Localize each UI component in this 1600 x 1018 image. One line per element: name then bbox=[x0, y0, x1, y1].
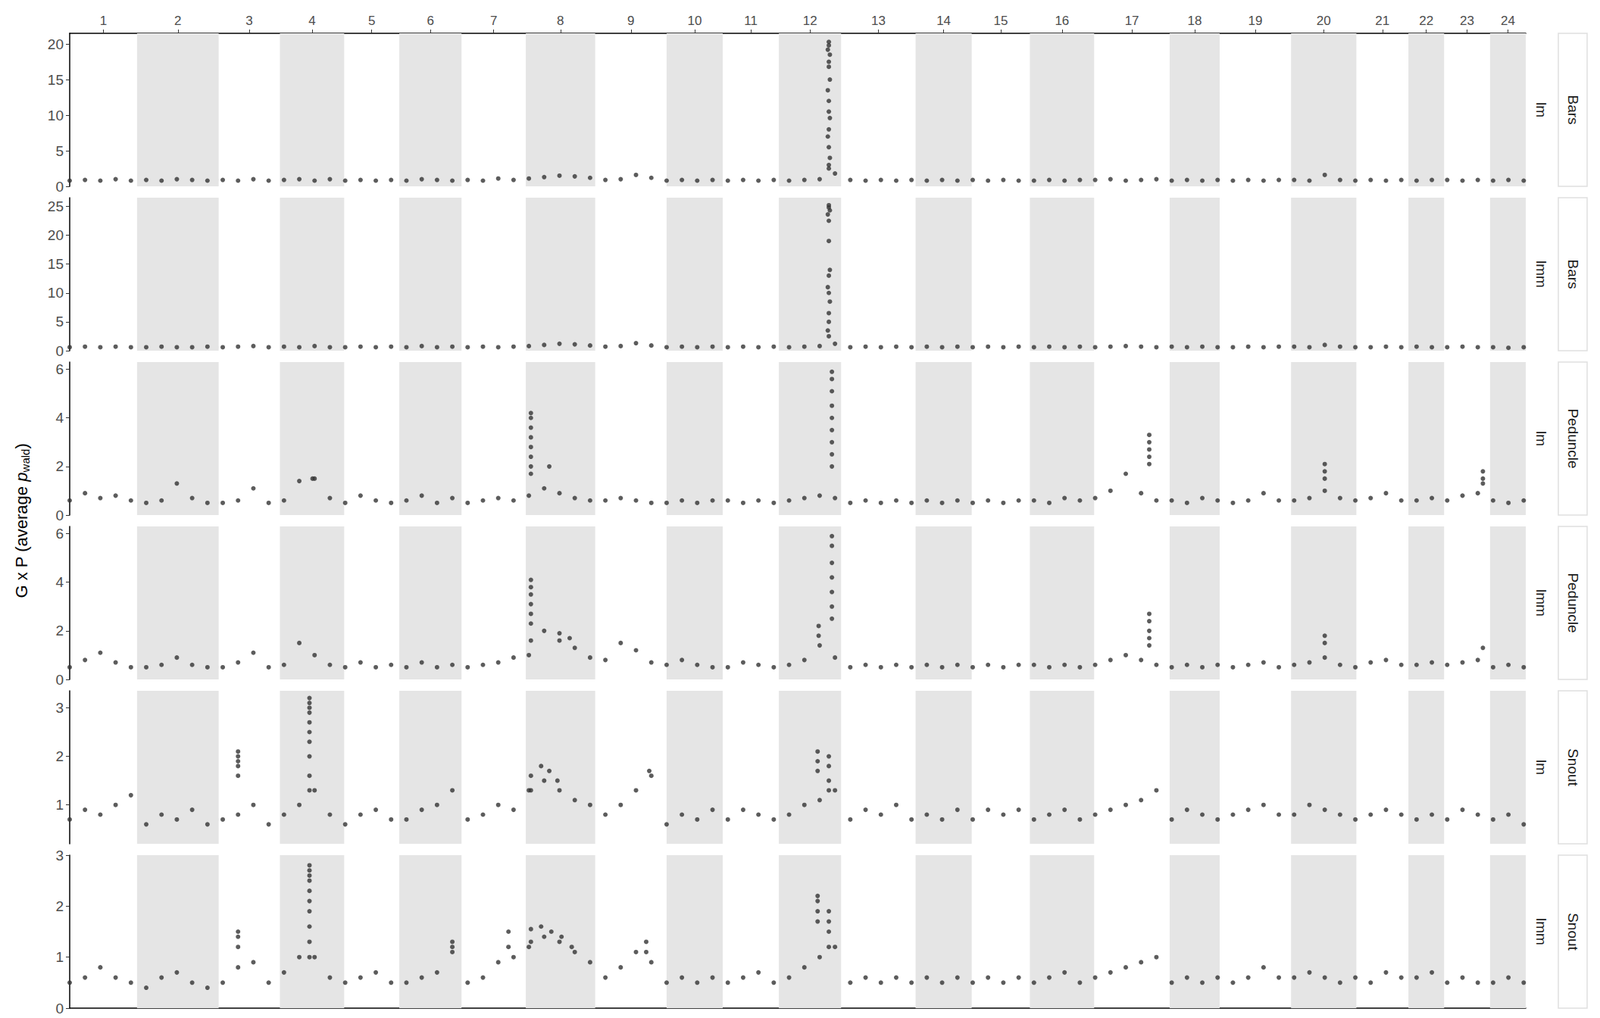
svg-text:16: 16 bbox=[1054, 13, 1069, 29]
svg-text:3: 3 bbox=[245, 13, 253, 29]
svg-text:5: 5 bbox=[55, 143, 64, 160]
svg-text:23: 23 bbox=[1459, 13, 1475, 29]
svg-text:Snout: Snout bbox=[1565, 912, 1582, 951]
svg-text:0: 0 bbox=[55, 1000, 64, 1017]
svg-text:22: 22 bbox=[1418, 13, 1434, 29]
svg-text:20: 20 bbox=[47, 227, 64, 244]
svg-text:4: 4 bbox=[308, 13, 316, 29]
svg-text:3: 3 bbox=[55, 847, 64, 864]
svg-text:10: 10 bbox=[47, 284, 64, 301]
svg-text:Bars: Bars bbox=[1565, 94, 1582, 125]
svg-text:5: 5 bbox=[55, 313, 64, 330]
svg-text:Snout: Snout bbox=[1565, 748, 1582, 787]
svg-text:lmm: lmm bbox=[1533, 918, 1550, 946]
svg-text:lm: lm bbox=[1533, 759, 1550, 775]
svg-text:1: 1 bbox=[55, 796, 64, 813]
svg-text:11: 11 bbox=[743, 13, 758, 29]
svg-text:15: 15 bbox=[47, 256, 64, 272]
svg-text:lmm: lmm bbox=[1533, 589, 1550, 617]
svg-text:6: 6 bbox=[55, 525, 64, 542]
svg-text:0: 0 bbox=[55, 343, 64, 360]
svg-text:Bars: Bars bbox=[1565, 259, 1582, 289]
svg-text:4: 4 bbox=[55, 574, 64, 591]
svg-text:Peduncle: Peduncle bbox=[1565, 572, 1582, 633]
svg-text:Peduncle: Peduncle bbox=[1565, 408, 1582, 469]
svg-text:2: 2 bbox=[174, 13, 182, 29]
svg-text:6: 6 bbox=[55, 361, 64, 378]
svg-text:wald: wald bbox=[18, 449, 32, 474]
svg-text:19: 19 bbox=[1248, 13, 1263, 29]
svg-text:15: 15 bbox=[47, 71, 64, 88]
svg-text:2: 2 bbox=[55, 898, 64, 915]
svg-text:G x P (average: G x P (average bbox=[12, 481, 32, 599]
svg-text:15: 15 bbox=[993, 13, 1009, 29]
svg-text:20: 20 bbox=[1316, 13, 1332, 29]
svg-text:5: 5 bbox=[368, 13, 375, 29]
svg-text:20: 20 bbox=[47, 36, 64, 53]
svg-text:0: 0 bbox=[55, 178, 64, 195]
svg-text:14: 14 bbox=[936, 13, 951, 29]
svg-text:6: 6 bbox=[426, 13, 434, 29]
svg-text:9: 9 bbox=[627, 13, 635, 29]
svg-text:p: p bbox=[12, 471, 32, 482]
svg-text:7: 7 bbox=[490, 13, 497, 29]
svg-text:lm: lm bbox=[1533, 102, 1550, 118]
svg-text:1: 1 bbox=[55, 949, 64, 966]
svg-text:24: 24 bbox=[1500, 13, 1516, 29]
svg-text:17: 17 bbox=[1125, 13, 1140, 29]
svg-text:): ) bbox=[12, 443, 32, 449]
svg-text:21: 21 bbox=[1375, 13, 1390, 29]
svg-text:10: 10 bbox=[687, 13, 703, 29]
svg-text:2: 2 bbox=[55, 748, 64, 765]
svg-text:18: 18 bbox=[1187, 13, 1202, 29]
svg-text:2: 2 bbox=[55, 458, 64, 475]
svg-text:10: 10 bbox=[47, 107, 64, 124]
svg-text:0: 0 bbox=[55, 671, 64, 688]
svg-text:12: 12 bbox=[803, 13, 818, 29]
svg-text:lmm: lmm bbox=[1533, 260, 1550, 288]
svg-text:lm: lm bbox=[1533, 431, 1550, 447]
svg-text:2: 2 bbox=[55, 622, 64, 639]
svg-text:25: 25 bbox=[47, 198, 64, 215]
svg-text:13: 13 bbox=[871, 13, 886, 29]
svg-text:3: 3 bbox=[55, 700, 64, 716]
svg-text:1: 1 bbox=[100, 13, 107, 29]
svg-text:0: 0 bbox=[55, 507, 64, 524]
svg-text:8: 8 bbox=[556, 13, 564, 29]
svg-text:4: 4 bbox=[55, 409, 64, 426]
